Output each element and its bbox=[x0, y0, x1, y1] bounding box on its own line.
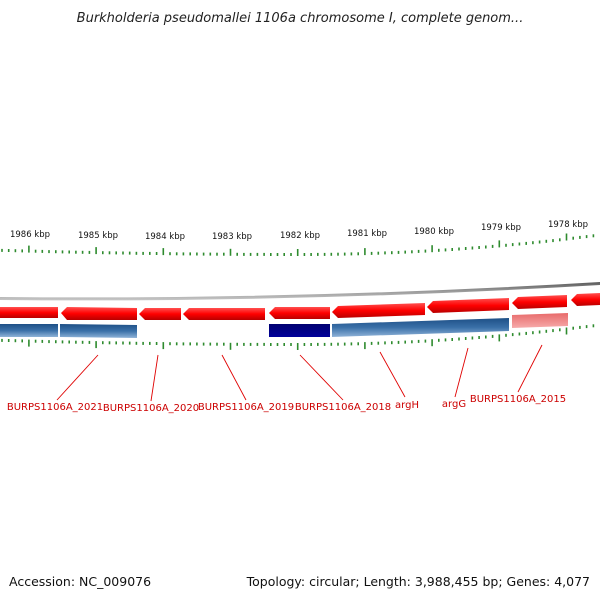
gene-label-2020[interactable]: BURPS1106A_2020 bbox=[103, 403, 199, 414]
feature-track bbox=[0, 313, 568, 338]
gene-label-2021[interactable]: BURPS1106A_2021 bbox=[7, 402, 103, 413]
gene-arrow[interactable] bbox=[0, 307, 58, 318]
inner-tick-row bbox=[1, 324, 595, 350]
gene-arrow[interactable] bbox=[332, 303, 425, 318]
forward-strand-genes bbox=[0, 293, 600, 320]
gene-arrow[interactable] bbox=[183, 308, 265, 320]
scale-label-1983: 1983 kbp bbox=[212, 232, 252, 242]
genome-backbone bbox=[0, 282, 600, 301]
outer-tick-row bbox=[1, 233, 595, 256]
scale-label-1984: 1984 kbp bbox=[145, 232, 185, 242]
scale-label-1979: 1979 kbp bbox=[481, 223, 521, 233]
label-leaders bbox=[56, 344, 543, 402]
scale-label-1981: 1981 kbp bbox=[347, 229, 387, 239]
gene-label-2018[interactable]: BURPS1106A_2018 bbox=[295, 402, 391, 413]
gene-label-2019[interactable]: BURPS1106A_2019 bbox=[198, 402, 294, 413]
genome-summary: Topology: circular; Length: 3,988,455 bp… bbox=[246, 574, 590, 589]
scale-label-1986: 1986 kbp bbox=[10, 230, 50, 240]
scale-label-1985: 1985 kbp bbox=[78, 231, 118, 241]
gene-arrow[interactable] bbox=[139, 308, 181, 320]
gene-arrow[interactable] bbox=[269, 307, 330, 319]
gene-label-2015[interactable]: BURPS1106A_2015 bbox=[470, 394, 566, 405]
gene-label-argH[interactable]: argH bbox=[395, 400, 419, 411]
gene-arrow[interactable] bbox=[427, 298, 509, 313]
gene-label-argG[interactable]: argG bbox=[442, 399, 466, 410]
gene-arrow[interactable] bbox=[61, 307, 137, 320]
feature-block-light[interactable] bbox=[512, 313, 568, 328]
accession-label: Accession: NC_009076 bbox=[9, 574, 152, 589]
gene-arrow[interactable] bbox=[571, 293, 600, 306]
gene-arrow[interactable] bbox=[512, 295, 567, 309]
feature-block[interactable] bbox=[60, 324, 137, 338]
feature-block-selected[interactable] bbox=[269, 324, 330, 337]
scale-label-1982: 1982 kbp bbox=[280, 231, 320, 241]
feature-block[interactable] bbox=[0, 324, 58, 337]
scale-label-1980: 1980 kbp bbox=[414, 227, 454, 237]
feature-block[interactable] bbox=[332, 318, 509, 337]
scale-label-1978: 1978 kbp bbox=[548, 220, 588, 230]
map-title: Burkholderia pseudomallei 1106a chromoso… bbox=[76, 11, 524, 26]
